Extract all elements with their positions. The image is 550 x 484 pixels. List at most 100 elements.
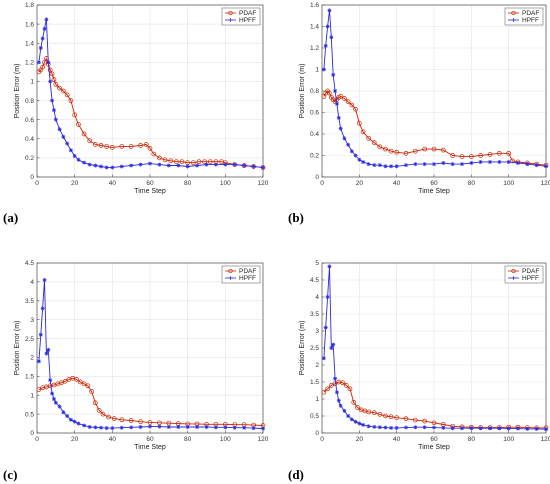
legend-marker xyxy=(228,268,233,274)
data-point xyxy=(431,420,437,426)
data-point xyxy=(213,425,218,430)
data-point xyxy=(321,356,326,361)
y-axis-label: Position Error (m) xyxy=(14,64,21,119)
data-point xyxy=(242,163,247,168)
data-point xyxy=(223,162,228,167)
x-tick-label: 0 xyxy=(35,180,39,187)
data-point xyxy=(232,425,237,430)
data-point xyxy=(353,153,358,158)
legend-box xyxy=(504,7,544,26)
data-point xyxy=(478,159,483,164)
x-tick-label: 60 xyxy=(430,180,438,187)
data-point xyxy=(138,143,143,148)
data-point xyxy=(46,60,51,65)
data-point xyxy=(168,158,174,164)
legend-marker xyxy=(511,268,516,274)
legend-box xyxy=(504,265,544,284)
y-tick-label: 1 xyxy=(30,392,34,399)
data-point xyxy=(138,424,143,429)
y-tick-label: 0.6 xyxy=(25,117,34,124)
data-point xyxy=(93,425,98,430)
y-tick-label: 2 xyxy=(30,355,34,362)
data-point xyxy=(506,426,511,431)
series-hpff xyxy=(36,17,265,170)
data-point xyxy=(93,142,98,147)
series-pdaf xyxy=(36,375,266,428)
data-point xyxy=(223,425,228,430)
data-point xyxy=(333,89,338,93)
x-tick-label: 0 xyxy=(320,180,324,187)
data-point xyxy=(98,143,104,148)
data-point xyxy=(47,67,53,73)
data-point xyxy=(383,413,388,419)
data-point xyxy=(251,164,256,169)
data-point xyxy=(343,383,349,388)
data-point xyxy=(516,161,520,166)
data-point xyxy=(51,108,56,113)
data-point xyxy=(166,424,171,429)
data-point xyxy=(366,162,371,167)
data-point xyxy=(185,424,190,429)
data-point xyxy=(195,424,200,429)
data-point xyxy=(129,425,134,430)
data-point xyxy=(68,98,74,103)
data-point xyxy=(48,79,53,84)
data-point xyxy=(459,154,465,159)
data-point xyxy=(383,164,388,169)
x-tick-label: 100 xyxy=(220,180,231,187)
y-tick-label: 1 xyxy=(315,396,319,403)
data-point xyxy=(40,36,45,41)
y-tick-label: 0.5 xyxy=(25,411,34,418)
data-point xyxy=(62,378,68,384)
data-point xyxy=(404,425,408,430)
data-point xyxy=(422,425,427,430)
data-point xyxy=(342,96,347,101)
data-point xyxy=(74,377,79,382)
data-point xyxy=(65,414,70,418)
x-tick-label: 60 xyxy=(430,436,438,443)
data-point xyxy=(57,404,62,409)
data-point xyxy=(510,158,515,164)
data-point xyxy=(325,24,330,29)
data-point xyxy=(361,159,366,164)
y-axis-label: Position Error (m) xyxy=(299,321,306,376)
x-axis-label: Time Step xyxy=(418,444,450,451)
data-point xyxy=(349,102,355,108)
data-point xyxy=(40,306,45,311)
data-point xyxy=(36,60,41,65)
data-point xyxy=(57,85,62,91)
data-point xyxy=(204,424,209,429)
data-point xyxy=(413,425,418,430)
legend-label: PDAF xyxy=(522,10,539,17)
data-point xyxy=(148,161,152,166)
data-point xyxy=(51,397,56,401)
x-tick-label: 80 xyxy=(184,436,192,443)
data-point xyxy=(104,144,110,149)
data-point xyxy=(338,126,343,131)
data-point xyxy=(89,389,94,394)
y-tick-label: 0.2 xyxy=(310,153,319,160)
legend-label: PDAF xyxy=(522,268,539,275)
legend-label: HPFF xyxy=(522,17,539,24)
data-point xyxy=(64,92,70,98)
data-point xyxy=(345,99,351,105)
data-point xyxy=(138,162,143,167)
legend-marker xyxy=(228,276,233,280)
data-point xyxy=(327,8,332,13)
data-point xyxy=(204,162,209,167)
data-point xyxy=(111,416,117,421)
data-point xyxy=(251,426,256,431)
data-point xyxy=(96,407,102,413)
data-point xyxy=(119,425,124,430)
data-point xyxy=(104,426,109,431)
data-point xyxy=(325,295,330,299)
data-point xyxy=(87,138,93,144)
data-point xyxy=(143,142,149,147)
data-point xyxy=(148,424,152,429)
x-tick-label: 0 xyxy=(35,436,39,443)
legend-box xyxy=(221,7,261,26)
data-point xyxy=(372,163,377,168)
x-axis-label: Time Step xyxy=(134,444,166,451)
data-point xyxy=(366,424,371,429)
data-point xyxy=(450,426,455,431)
